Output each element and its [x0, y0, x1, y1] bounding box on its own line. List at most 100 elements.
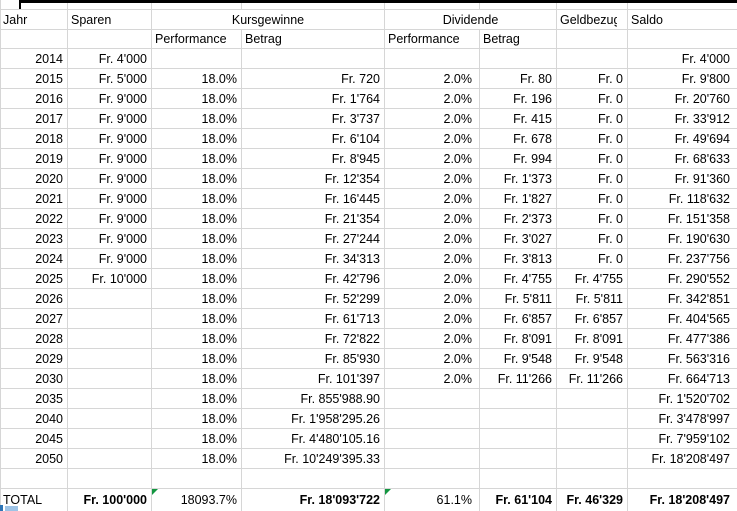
cell-geldbezug[interactable]: Fr. 0 [557, 109, 628, 129]
cell-div-betrag[interactable] [480, 429, 557, 449]
cell-saldo[interactable]: Fr. 7'959'102 [628, 429, 737, 449]
cell[interactable] [628, 0, 737, 10]
cell-geldbezug[interactable]: Fr. 0 [557, 169, 628, 189]
cell-jahr[interactable]: 2014 [0, 49, 68, 69]
cell-div-betrag[interactable]: Fr. 3'027 [480, 229, 557, 249]
total-div-betrag[interactable]: Fr. 61'104 [480, 489, 557, 511]
cell-kg-betrag[interactable]: Fr. 4'480'105.16 [242, 429, 385, 449]
cell-jahr[interactable]: 2040 [0, 409, 68, 429]
cell-sparen[interactable] [68, 429, 152, 449]
cell[interactable] [242, 0, 385, 10]
cell-div-performance[interactable]: 2.0% [385, 369, 480, 389]
cell-saldo[interactable]: Fr. 91'360 [628, 169, 737, 189]
subheader-div-performance[interactable]: Performance [385, 30, 480, 49]
cell-div-performance[interactable]: 2.0% [385, 229, 480, 249]
cell-geldbezug[interactable]: Fr. 6'857 [557, 309, 628, 329]
cell-geldbezug[interactable] [557, 409, 628, 429]
cell-jahr[interactable]: 2023 [0, 229, 68, 249]
subheader-kg-betrag[interactable]: Betrag [242, 30, 385, 49]
cell-kg-performance[interactable]: 18.0% [152, 229, 242, 249]
cell-sparen[interactable] [68, 329, 152, 349]
header-dividende[interactable]: Dividende [385, 10, 557, 30]
cell-kg-performance[interactable]: 18.0% [152, 169, 242, 189]
cell-jahr[interactable]: 2026 [0, 289, 68, 309]
cell-saldo[interactable]: Fr. 20'760 [628, 89, 737, 109]
cell-sparen[interactable]: Fr. 9'000 [68, 149, 152, 169]
cell-sparen[interactable] [68, 389, 152, 409]
cell-geldbezug[interactable]: Fr. 0 [557, 129, 628, 149]
cell-saldo[interactable]: Fr. 9'800 [628, 69, 737, 89]
total-saldo[interactable]: Fr. 18'208'497 [649, 493, 730, 507]
cell-div-betrag[interactable] [480, 449, 557, 469]
cell-jahr[interactable]: 2025 [0, 269, 68, 289]
cell-kg-performance[interactable]: 18.0% [152, 69, 242, 89]
cell-kg-betrag[interactable]: Fr. 16'445 [242, 189, 385, 209]
cell-saldo[interactable]: Fr. 237'756 [628, 249, 737, 269]
cell-jahr[interactable]: 2045 [0, 429, 68, 449]
cell-geldbezug[interactable]: Fr. 0 [557, 69, 628, 89]
cell-jahr[interactable]: 2027 [0, 309, 68, 329]
cell-div-betrag[interactable]: Fr. 8'091 [480, 329, 557, 349]
cell-kg-performance[interactable]: 18.0% [152, 109, 242, 129]
cell-div-betrag[interactable]: Fr. 11'266 [480, 369, 557, 389]
cell-kg-betrag[interactable]: Fr. 21'354 [242, 209, 385, 229]
cell-sparen[interactable]: Fr. 9'000 [68, 129, 152, 149]
cell-kg-betrag[interactable]: Fr. 3'737 [242, 109, 385, 129]
cell-sparen[interactable]: Fr. 4'000 [68, 49, 152, 69]
subheader-kg-performance[interactable]: Performance [152, 30, 242, 49]
cell-kg-performance[interactable]: 18.0% [152, 269, 242, 289]
cell-geldbezug[interactable]: Fr. 4'755 [557, 269, 628, 289]
cell[interactable] [0, 30, 68, 49]
cell-kg-betrag[interactable]: Fr. 85'930 [242, 349, 385, 369]
cell-kg-performance[interactable]: 18.0% [152, 449, 242, 469]
cell-sparen[interactable]: Fr. 9'000 [68, 189, 152, 209]
cell-geldbezug[interactable]: Fr. 0 [557, 229, 628, 249]
cell-sparen[interactable] [68, 349, 152, 369]
cell-div-performance[interactable] [385, 409, 480, 429]
cell[interactable] [0, 0, 68, 10]
header-geldbezug[interactable]: Geldbezug [557, 10, 628, 30]
cell-geldbezug[interactable]: Fr. 0 [557, 89, 628, 109]
cell-saldo[interactable]: Fr. 4'000 [628, 49, 737, 69]
cell[interactable] [68, 30, 152, 49]
cell-kg-performance[interactable]: 18.0% [152, 409, 242, 429]
cell-saldo[interactable]: Fr. 290'552 [628, 269, 737, 289]
cell-saldo[interactable]: Fr. 118'632 [628, 189, 737, 209]
cell-div-performance[interactable]: 2.0% [385, 169, 480, 189]
total-div-performance[interactable]: 61.1% [385, 489, 480, 511]
cell-div-performance[interactable]: 2.0% [385, 309, 480, 329]
cell-div-performance[interactable] [385, 389, 480, 409]
cell-sparen[interactable]: Fr. 9'000 [68, 249, 152, 269]
cell-kg-betrag[interactable] [242, 49, 385, 69]
cell-div-performance[interactable]: 2.0% [385, 149, 480, 169]
cell-geldbezug[interactable]: Fr. 8'091 [557, 329, 628, 349]
cell-saldo[interactable]: Fr. 404'565 [628, 309, 737, 329]
header-kursgewinne[interactable]: Kursgewinne [152, 10, 385, 30]
cell-div-betrag[interactable] [480, 409, 557, 429]
cell-jahr[interactable]: 2029 [0, 349, 68, 369]
cell-div-performance[interactable]: 2.0% [385, 109, 480, 129]
cell[interactable] [480, 0, 557, 10]
cell-kg-betrag[interactable]: Fr. 101'397 [242, 369, 385, 389]
cell-jahr[interactable]: 2028 [0, 329, 68, 349]
cell-div-betrag[interactable]: Fr. 994 [480, 149, 557, 169]
cell-jahr[interactable]: 2018 [0, 129, 68, 149]
cell-kg-performance[interactable]: 18.0% [152, 189, 242, 209]
cell-div-betrag[interactable]: Fr. 5'811 [480, 289, 557, 309]
cell-sparen[interactable] [68, 309, 152, 329]
cell-kg-performance[interactable]: 18.0% [152, 89, 242, 109]
cell-kg-performance[interactable]: 18.0% [152, 369, 242, 389]
cell-kg-performance[interactable]: 18.0% [152, 429, 242, 449]
cell-geldbezug[interactable]: Fr. 0 [557, 189, 628, 209]
cell-sparen[interactable]: Fr. 10'000 [68, 269, 152, 289]
cell-geldbezug[interactable]: Fr. 0 [557, 209, 628, 229]
cell-kg-betrag[interactable]: Fr. 8'945 [242, 149, 385, 169]
cell-div-performance[interactable] [385, 449, 480, 469]
cell-sparen[interactable]: Fr. 9'000 [68, 89, 152, 109]
cell-jahr[interactable]: 2030 [0, 369, 68, 389]
cell-div-performance[interactable]: 2.0% [385, 349, 480, 369]
total-geldbezug[interactable]: Fr. 46'329 [557, 489, 628, 511]
total-sparen[interactable]: Fr. 100'000 [68, 489, 152, 511]
cell-jahr[interactable]: 2024 [0, 249, 68, 269]
cell-jahr[interactable]: 2035 [0, 389, 68, 409]
